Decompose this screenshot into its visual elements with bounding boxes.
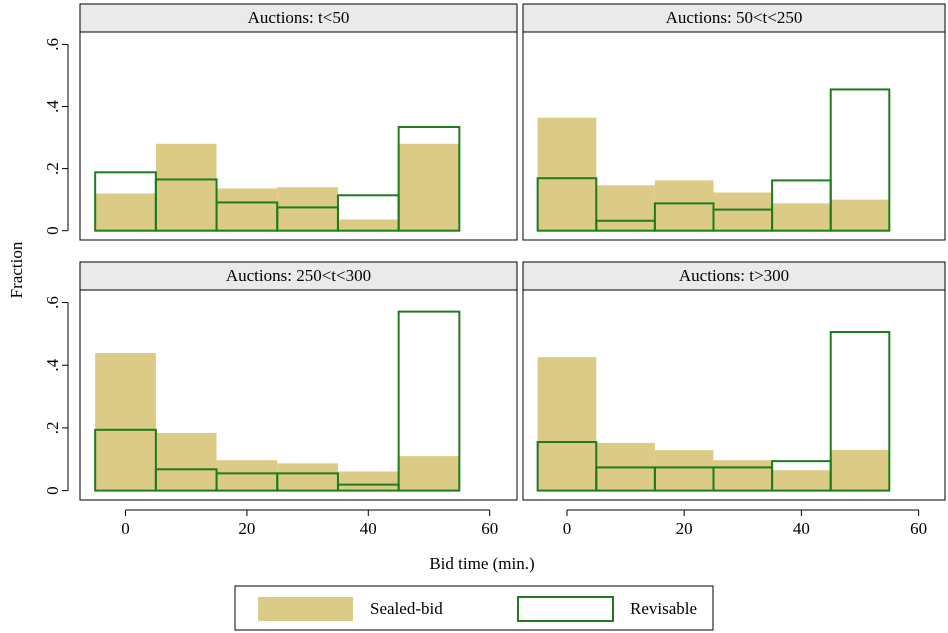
sealed-bid-bar [337,219,399,231]
legend-swatch [258,597,353,621]
revisable-bar [829,331,891,492]
sealed-bid-bar [155,432,217,491]
panel-title: Auctions: 50<t<250 [666,8,803,27]
panel-title: Auctions: 250<t<300 [226,266,371,285]
sealed-bid-bar [95,353,156,491]
revisable-bar [397,125,461,232]
panel-title: Auctions: t>300 [679,266,789,285]
sealed-bid-bar [596,185,655,231]
revisable-bar [397,310,461,492]
sealed-bid-bar [216,460,278,491]
sealed-bid-bar [830,449,890,491]
sealed-bid-bar [772,470,831,491]
y-axis-label: Fraction [7,241,26,298]
y-tick-label: .6 [43,296,62,309]
x-tick-label: 60 [910,519,927,538]
x-tick-label: 20 [238,519,255,538]
x-tick-label: 20 [676,519,693,538]
revisable-bar [276,472,339,492]
sealed-bid-bar [155,143,217,231]
sealed-bid-bar [277,463,338,491]
sealed-bid-bar [398,456,460,491]
y-tick-label: .4 [43,100,62,113]
sealed-bid-bar [95,193,156,231]
x-tick-label: 40 [360,519,377,538]
sealed-bid-bar [398,143,460,231]
y-tick-label: 0 [43,226,62,235]
panel-strip [522,261,946,291]
sealed-bid-bar [713,460,773,491]
revisable-bar [94,428,157,492]
sealed-bid-bar [772,203,831,231]
sealed-bid-bar [537,357,597,491]
sealed-bid-bar [537,117,597,231]
revisable-bar [536,441,598,492]
sealed-bid-bar [713,192,773,231]
revisable-bar [829,88,891,232]
y-tick-label: .6 [43,38,62,51]
x-tick-label: 0 [563,519,572,538]
revisable-bar [536,177,598,232]
x-tick-label: 60 [481,519,498,538]
y-tick-label: .4 [43,358,62,371]
sealed-bid-bar [830,199,890,231]
panel-strip [79,3,518,33]
legend-label: Revisable [630,599,697,618]
y-tick-label: .2 [43,422,62,435]
x-axis-label: Bid time (min.) [429,554,534,573]
sealed-bid-bar [277,187,338,231]
sealed-bid-bar [654,450,714,491]
y-tick-label: 0 [43,486,62,495]
legend-label: Sealed-bid [370,599,443,618]
legend-swatch [517,596,614,622]
sealed-bid-bar [654,180,714,231]
x-tick-label: 0 [121,519,130,538]
sealed-bid-bar [216,188,278,231]
x-tick-label: 40 [793,519,810,538]
y-tick-label: .2 [43,162,62,175]
panel-title: Auctions: t<50 [248,8,350,27]
sealed-bid-bar [337,471,399,491]
